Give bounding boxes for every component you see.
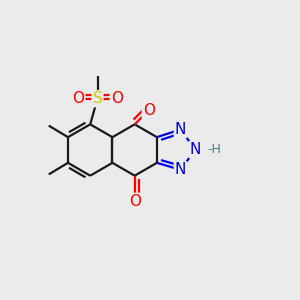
Text: O: O xyxy=(72,91,84,106)
Text: -H: -H xyxy=(208,143,221,156)
Text: O: O xyxy=(143,103,155,118)
Text: N: N xyxy=(175,162,186,177)
Text: O: O xyxy=(129,194,141,209)
Text: N: N xyxy=(175,122,186,137)
Text: O: O xyxy=(111,91,123,106)
Text: N: N xyxy=(190,142,201,157)
Text: S: S xyxy=(93,91,102,106)
